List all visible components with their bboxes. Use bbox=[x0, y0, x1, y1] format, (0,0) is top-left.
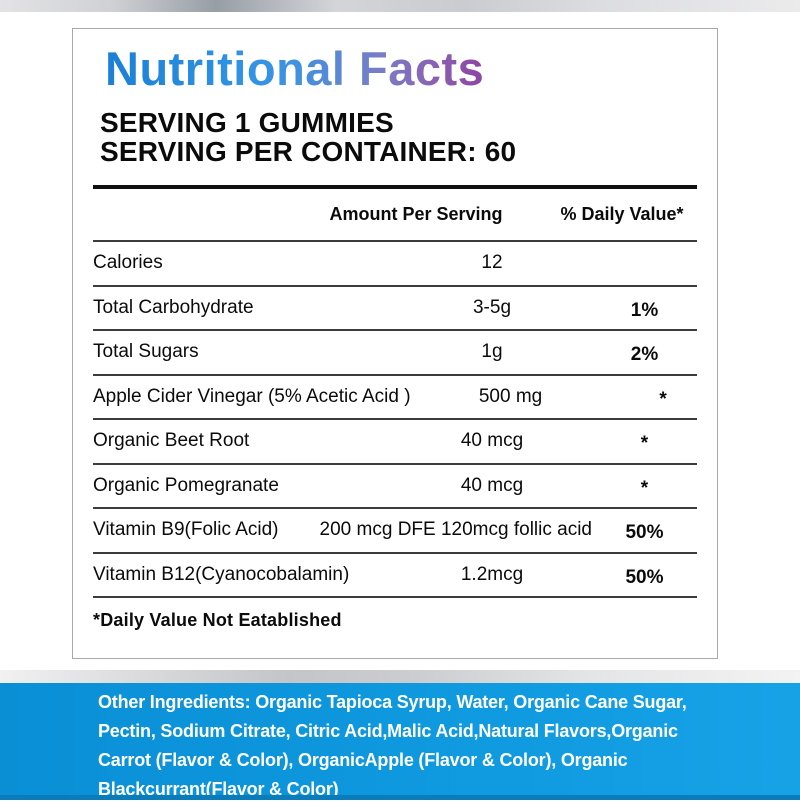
nutrient-row-total-sugars: Total Sugars 1g 2% bbox=[93, 331, 697, 376]
nutrient-daily-value: 50% bbox=[625, 566, 664, 588]
nutrient-name: Apple Cider Vinegar (5% Acetic Acid ) bbox=[93, 385, 411, 407]
nutrient-row-total-carbohydrate: Total Carbohydrate 3-5g 1% bbox=[93, 287, 697, 331]
nutrient-amount: 1g bbox=[481, 341, 503, 363]
nutrient-amount: 1.2mcg bbox=[460, 563, 524, 585]
nutrient-name: Calories bbox=[93, 252, 163, 274]
nutrient-daily-value: * bbox=[659, 388, 667, 410]
nutrient-name: Organic Pomegranate bbox=[93, 474, 279, 496]
panel-title: Nutritional Facts bbox=[105, 43, 697, 95]
divider-bar bbox=[93, 185, 697, 189]
servings-per-container-line: SERVING PER CONTAINER: 60 bbox=[100, 136, 517, 167]
nutrient-row-organic-pomegranate: Organic Pomegranate 40 mcg * bbox=[93, 465, 697, 509]
serving-size-line: SERVING 1 GUMMIES bbox=[100, 107, 394, 138]
serving-info: SERVING 1 GUMMIES SERVING PER CONTAINER:… bbox=[100, 108, 697, 166]
nutrient-row-vitamin-b9: Vitamin B9(Folic Acid) 200 mcg DFE 120mc… bbox=[93, 509, 697, 554]
nutrient-name: Vitamin B9(Folic Acid) bbox=[93, 519, 279, 541]
nutrient-amount: 3-5g bbox=[472, 296, 512, 318]
nutrient-row-organic-beet-root: Organic Beet Root 40 mcg * bbox=[93, 420, 697, 465]
ingredients-line: Blackcurrant(Flavor & Color) bbox=[98, 779, 339, 799]
nutrient-name: Organic Beet Root bbox=[93, 430, 250, 452]
ingredients-line: Carrot (Flavor & Color), OrganicApple (F… bbox=[98, 750, 628, 770]
nutrient-name: Vitamin B12(Cyanocobalamin) bbox=[93, 563, 350, 585]
daily-value-footnote: *Daily Value Not Eatablished bbox=[93, 610, 342, 630]
nutrient-daily-value: 50% bbox=[625, 522, 664, 544]
column-header-amount-per-serving: Amount Per Serving bbox=[329, 204, 503, 224]
nutrition-facts-panel: Nutritional Facts SERVING 1 GUMMIES SERV… bbox=[72, 28, 718, 659]
nutrient-amount: 12 bbox=[481, 252, 503, 274]
nutrient-daily-value: * bbox=[640, 477, 649, 499]
nutrient-row-vitamin-b12: Vitamin B12(Cyanocobalamin) 1.2mcg 50% bbox=[93, 554, 697, 598]
metallic-strip-bottom bbox=[0, 670, 800, 683]
nutrient-name: Total Carbohydrate bbox=[93, 296, 254, 318]
nutrient-name: Total Sugars bbox=[93, 341, 199, 363]
nutrient-row-calories: Calories 12 bbox=[93, 242, 697, 287]
table-column-headers: Amount Per Serving % Daily Value* bbox=[93, 189, 697, 242]
column-header-daily-value: % Daily Value* bbox=[560, 204, 684, 224]
nutrient-daily-value: * bbox=[640, 433, 649, 455]
nutrient-amount: 200 mcg DFE 120mcg follic acid bbox=[319, 519, 592, 541]
nutrient-daily-value: 2% bbox=[630, 344, 659, 366]
nutrient-amount: 40 mcg bbox=[460, 474, 524, 496]
ingredients-line: Pectin, Sodium Citrate, Citric Acid,Mali… bbox=[98, 721, 678, 741]
metallic-strip-top bbox=[0, 0, 800, 12]
nutrient-row-apple-cider-vinegar: Apple Cider Vinegar (5% Acetic Acid ) 50… bbox=[93, 376, 697, 420]
ingredients-line: Other Ingredients: Organic Tapioca Syrup… bbox=[98, 692, 687, 712]
other-ingredients-band: Other Ingredients: Organic Tapioca Syrup… bbox=[0, 683, 800, 800]
nutrient-amount: 40 mcg bbox=[460, 430, 524, 452]
nutrient-amount: 500 mg bbox=[478, 385, 543, 407]
nutrient-daily-value: 1% bbox=[630, 299, 659, 321]
